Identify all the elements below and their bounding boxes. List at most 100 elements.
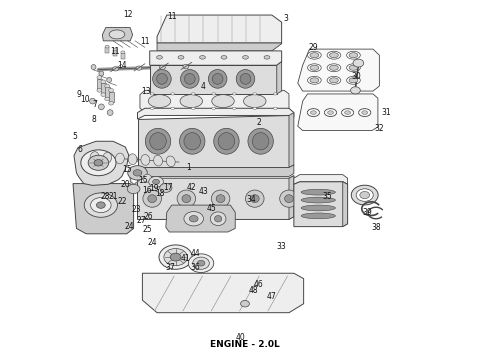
Text: 3: 3 — [283, 14, 288, 23]
Text: 23: 23 — [132, 205, 141, 214]
Text: 15: 15 — [122, 166, 132, 175]
Ellipse shape — [127, 184, 140, 194]
Ellipse shape — [241, 301, 249, 307]
Polygon shape — [294, 182, 347, 226]
Ellipse shape — [330, 78, 338, 83]
Polygon shape — [157, 43, 282, 51]
Text: 21: 21 — [108, 192, 118, 201]
Polygon shape — [289, 176, 294, 220]
Ellipse shape — [214, 129, 239, 154]
Text: 43: 43 — [198, 187, 208, 196]
Ellipse shape — [212, 73, 223, 84]
Text: 48: 48 — [249, 285, 259, 294]
Bar — [101, 83, 106, 93]
Ellipse shape — [113, 67, 119, 71]
Polygon shape — [102, 28, 133, 41]
Text: 24: 24 — [125, 222, 134, 231]
Text: 22: 22 — [117, 197, 126, 206]
Ellipse shape — [218, 133, 235, 150]
Ellipse shape — [157, 73, 167, 84]
Text: 26: 26 — [144, 212, 153, 221]
Ellipse shape — [211, 190, 230, 207]
Text: 34: 34 — [246, 195, 256, 204]
Ellipse shape — [171, 107, 174, 109]
Ellipse shape — [208, 69, 227, 88]
Ellipse shape — [253, 107, 257, 109]
Ellipse shape — [143, 190, 161, 207]
Ellipse shape — [353, 59, 364, 67]
Ellipse shape — [212, 93, 216, 95]
Text: 16: 16 — [143, 186, 152, 195]
Ellipse shape — [360, 192, 369, 199]
Ellipse shape — [245, 190, 264, 207]
Ellipse shape — [143, 174, 152, 182]
Ellipse shape — [182, 195, 191, 203]
Text: 31: 31 — [382, 108, 392, 117]
Polygon shape — [277, 62, 282, 94]
Ellipse shape — [252, 133, 269, 150]
Text: 14: 14 — [117, 61, 127, 70]
Text: 27: 27 — [137, 216, 146, 225]
Ellipse shape — [105, 45, 109, 48]
Ellipse shape — [273, 93, 277, 95]
Ellipse shape — [179, 129, 205, 154]
Ellipse shape — [180, 69, 199, 88]
Ellipse shape — [310, 78, 319, 83]
Ellipse shape — [94, 159, 103, 166]
Text: 11: 11 — [110, 47, 119, 56]
Ellipse shape — [264, 55, 270, 59]
Ellipse shape — [308, 76, 321, 84]
Ellipse shape — [349, 65, 358, 70]
Ellipse shape — [146, 129, 171, 154]
Ellipse shape — [327, 76, 341, 84]
Ellipse shape — [150, 133, 166, 150]
Ellipse shape — [250, 195, 259, 203]
Ellipse shape — [346, 64, 360, 72]
Ellipse shape — [362, 111, 368, 114]
Text: 39: 39 — [362, 208, 372, 217]
Ellipse shape — [308, 51, 321, 59]
Ellipse shape — [180, 95, 202, 108]
Polygon shape — [138, 108, 294, 119]
Ellipse shape — [150, 107, 154, 109]
Ellipse shape — [109, 30, 125, 39]
Text: 11: 11 — [167, 12, 176, 21]
Text: ENGINE - 2.0L: ENGINE - 2.0L — [210, 341, 280, 350]
Text: 13: 13 — [142, 86, 151, 95]
Ellipse shape — [101, 80, 106, 84]
Polygon shape — [140, 90, 289, 112]
Ellipse shape — [215, 216, 222, 222]
Ellipse shape — [346, 51, 360, 59]
Ellipse shape — [327, 64, 341, 72]
Text: 32: 32 — [374, 124, 384, 133]
Ellipse shape — [107, 77, 112, 82]
Ellipse shape — [280, 190, 298, 207]
Ellipse shape — [160, 183, 172, 192]
Ellipse shape — [101, 93, 106, 96]
Ellipse shape — [311, 111, 317, 114]
Ellipse shape — [153, 69, 171, 88]
Ellipse shape — [109, 89, 114, 92]
Text: 36: 36 — [190, 264, 200, 273]
Ellipse shape — [184, 133, 200, 150]
Polygon shape — [166, 205, 235, 232]
Ellipse shape — [153, 155, 163, 166]
Bar — [105, 48, 109, 53]
Ellipse shape — [216, 195, 225, 203]
Polygon shape — [138, 165, 294, 176]
Ellipse shape — [232, 107, 236, 109]
Ellipse shape — [349, 78, 358, 83]
Ellipse shape — [193, 257, 209, 269]
Ellipse shape — [84, 193, 118, 217]
Ellipse shape — [221, 55, 227, 59]
Text: 42: 42 — [186, 183, 196, 192]
Text: 10: 10 — [80, 95, 90, 104]
Ellipse shape — [310, 53, 319, 58]
Ellipse shape — [330, 53, 338, 58]
Ellipse shape — [301, 197, 335, 203]
Ellipse shape — [301, 189, 335, 195]
Ellipse shape — [170, 253, 181, 261]
Text: 30: 30 — [351, 72, 361, 81]
Ellipse shape — [327, 51, 341, 59]
Ellipse shape — [98, 104, 104, 110]
